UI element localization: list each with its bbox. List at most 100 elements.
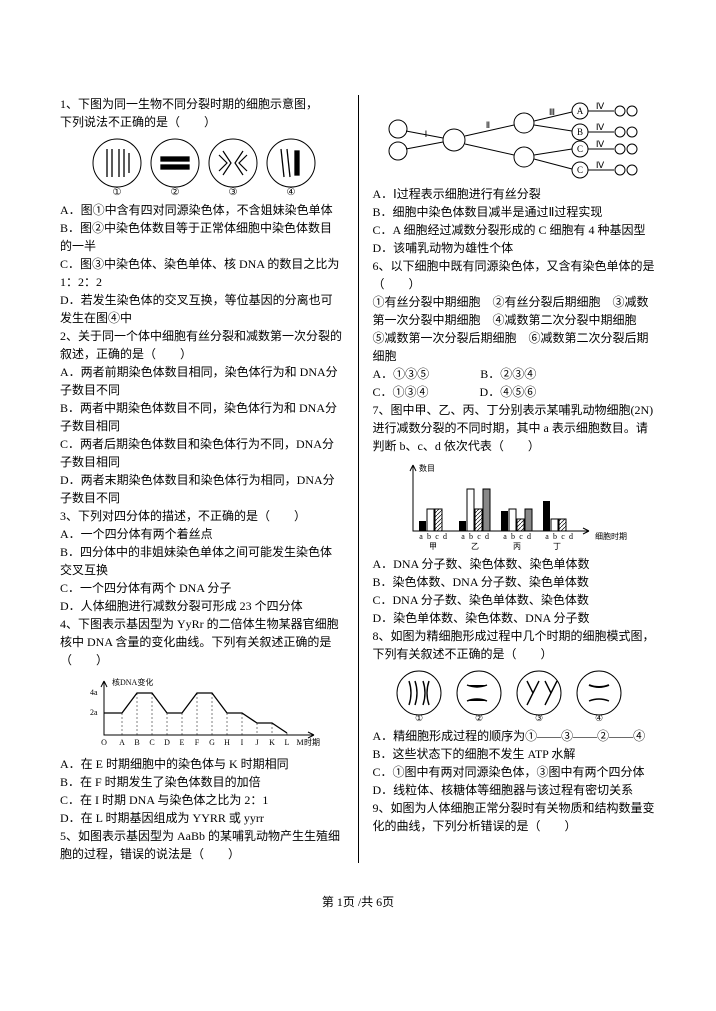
column-divider	[358, 95, 359, 863]
svg-text:d: d	[569, 532, 573, 541]
q1-fig-label-4: ④	[286, 187, 295, 197]
q4-ytick-4a: 4a	[90, 688, 98, 697]
q7-x-4: 丁	[553, 542, 561, 551]
q8-stem: 8、如图为精细胞形成过程中几个时期的细胞模式图，下列有关叙述不正确的是（ ）	[373, 627, 657, 663]
svg-text:②: ②	[475, 713, 483, 723]
svg-text:c: c	[477, 532, 481, 541]
svg-text:d: d	[485, 532, 489, 541]
q1-opt-b: B．图②中染色体数目等于正常体细胞中染色体数目的一半	[60, 219, 344, 255]
q4-x-a: A	[119, 738, 125, 747]
q4-opt-a: A．在 E 时期细胞中的染色体与 K 时期相同	[60, 755, 344, 773]
q3-stem: 3、下列对四分体的描述，不正确的是（ ）	[60, 507, 344, 525]
q4-stem: 4、下图表示基因型为 YyRr 的二倍体生物某器官细胞核中 DNA 含量的变化曲…	[60, 615, 344, 669]
q5-opt-d: D．该哺乳动物为雄性个体	[373, 239, 657, 257]
q7-x-2: 乙	[471, 542, 479, 551]
q2-opt-a: A．两者前期染色体数目相同，染色体行为和 DNA分子数目不同	[60, 363, 344, 399]
q5-edge-3: Ⅲ	[549, 107, 555, 117]
page-footer: 第 1页 /共 6页	[60, 893, 656, 911]
q4-x-h: H	[224, 738, 230, 747]
q2-stem: 2、关于同一个体中细胞有丝分裂和减数第一次分裂的叙述，正确的是（ ）	[60, 327, 344, 363]
q7-figure: 数目	[373, 459, 657, 551]
q7-x-1: 甲	[429, 542, 437, 551]
q6-opt-d: D．④⑤⑥	[480, 385, 537, 399]
q5-out-4: Ⅳ	[596, 160, 605, 170]
q5-figure: Ⅰ Ⅱ Ⅲ A B C C Ⅳ Ⅳ Ⅳ Ⅳ	[373, 99, 657, 181]
svg-text:d: d	[527, 532, 531, 541]
q6-stem-1: 6、以下细胞中既有同源染色体，又含有染色单体的是（ ）	[373, 257, 657, 293]
svg-text:b: b	[553, 532, 557, 541]
q3-opt-a: A．一个四分体有两个着丝点	[60, 525, 344, 543]
q6-opt-c: C．①③④	[373, 385, 429, 399]
q8-figure: ①② ③④	[373, 667, 657, 723]
q5-out-2: Ⅳ	[596, 122, 605, 132]
q5-edge-1: Ⅰ	[425, 129, 428, 139]
right-column: Ⅰ Ⅱ Ⅲ A B C C Ⅳ Ⅳ Ⅳ Ⅳ A．Ⅰ过程表示细胞进行有丝分裂 B．…	[373, 95, 657, 863]
q4-x-f: F	[195, 738, 200, 747]
q4-xlabel: 时期	[304, 737, 320, 747]
q8-opt-b: B．这些状态下的细胞不发生 ATP 水解	[373, 745, 657, 763]
q5-out-1: Ⅳ	[596, 101, 605, 111]
svg-text:a: a	[545, 532, 549, 541]
q1-fig-label-2: ②	[170, 187, 179, 197]
q6-row-2: C．①③④ D．④⑤⑥	[373, 383, 657, 401]
q8-opt-d: D．线粒体、核糖体等细胞器与该过程有密切关系	[373, 781, 657, 799]
q4-x-e: E	[179, 738, 184, 747]
q2-opt-b: B．两者中期染色体数目不同，染色体行为和 DNA分子数目相同	[60, 399, 344, 435]
q4-x-l: L	[284, 738, 289, 747]
q4-x-j: J	[255, 738, 258, 747]
q1-opt-d: D．若发生染色体的交叉互换，等位基因的分离也可发生在图④中	[60, 291, 344, 327]
q4-x-m: M	[296, 738, 303, 747]
svg-text:①: ①	[415, 713, 423, 723]
q5-opt-c: C．A 细胞经过减数分裂形成的 C 细胞有 4 种基因型	[373, 221, 657, 239]
svg-text:b: b	[469, 532, 473, 541]
q4-x-c: C	[149, 738, 154, 747]
q9-stem: 9、如图为人体细胞正常分裂时有关物质和结构数量变化的曲线，下列分析错误的是（ ）	[373, 799, 657, 835]
q1-stem-2: 下列说法不正确的是（ ）	[60, 113, 344, 131]
q4-figure: 核DNA变化 4a 2a O A B C	[60, 673, 344, 751]
page-columns: 1、下图为同一生物不同分裂时期的细胞示意图， 下列说法不正确的是（ ）	[60, 95, 656, 863]
q7-xlabel: 细胞时期	[595, 531, 627, 541]
q7-stem: 7、图中甲、乙、丙、丁分别表示某哺乳动物细胞(2N)进行减数分裂的不同时期，其中…	[373, 401, 657, 455]
svg-text:b: b	[511, 532, 515, 541]
q4-ylabel: 核DNA变化	[112, 677, 153, 687]
q7-ylabel: 数目	[419, 463, 435, 473]
q4-ytick-2a: 2a	[90, 708, 98, 717]
q1-opt-a: A．图①中含有四对同源染色体，不含姐妹染色单体	[60, 201, 344, 219]
q7-x-3: 丙	[513, 542, 521, 551]
q3-opt-c: C．一个四分体有两个 DNA 分子	[60, 579, 344, 597]
svg-text:c: c	[435, 532, 439, 541]
q8-opt-c: C．①图中有两对同源染色体，③图中有两个四分体	[373, 763, 657, 781]
svg-text:a: a	[503, 532, 507, 541]
q6-stem-2: ①有丝分裂中期细胞 ②有丝分裂后期细胞 ③减数第一次分裂中期细胞 ④减数第二次分…	[373, 293, 657, 365]
q5-opt-b: B．细胞中染色体数目减半是通过Ⅱ过程实现	[373, 203, 657, 221]
q5-edge-2: Ⅱ	[486, 120, 490, 130]
q7-opt-c: C．DNA 分子数、染色单体数、染色体数	[373, 591, 657, 609]
svg-text:c: c	[561, 532, 565, 541]
q4-opt-b: B．在 F 时期发生了染色体数目的加倍	[60, 773, 344, 791]
q6-opt-b: B．②③④	[480, 367, 536, 381]
svg-text:a: a	[419, 532, 423, 541]
q5-opt-a: A．Ⅰ过程表示细胞进行有丝分裂	[373, 185, 657, 203]
svg-text:④: ④	[595, 713, 603, 723]
q5-node-a: A	[577, 106, 584, 116]
q4-x-b: B	[134, 738, 139, 747]
q7-opt-a: A．DNA 分子数、染色体数、染色单体数	[373, 555, 657, 573]
q4-x-d: D	[164, 738, 170, 747]
svg-text:d: d	[443, 532, 447, 541]
svg-text:c: c	[519, 532, 523, 541]
q1-stem-1: 1、下图为同一生物不同分裂时期的细胞示意图，	[60, 95, 344, 113]
q3-opt-b: B．四分体中的非姐妹染色单体之间可能发生染色体交叉互换	[60, 543, 344, 579]
q5-node-c2: C	[577, 165, 583, 175]
q6-opt-a: A．①③⑤	[373, 367, 430, 381]
q5-out-3: Ⅳ	[596, 139, 605, 149]
q5-node-c1: C	[577, 144, 583, 154]
q4-x-i: I	[240, 738, 243, 747]
q2-opt-d: D．两者末期染色体数目和染色体行为相同，DNA分子数目不同	[60, 471, 344, 507]
q1-fig-label-3: ③	[228, 187, 237, 197]
q1-fig-label-1: ①	[112, 187, 121, 197]
q5-stem: 5、如图表示基因型为 AaBb 的某哺乳动物产生生殖细胞的过程，错误的说法是（ …	[60, 827, 344, 863]
svg-text:b: b	[427, 532, 431, 541]
q4-x-o: O	[101, 738, 107, 747]
q4-opt-c: C．在 I 时期 DNA 与染色体之比为 2：1	[60, 791, 344, 809]
q6-row-1: A．①③⑤ B．②③④	[373, 365, 657, 383]
